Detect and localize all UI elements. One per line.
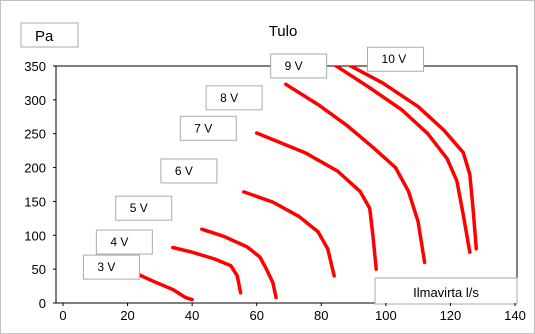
x-tick-label-0: 0 <box>59 308 66 323</box>
curve-6v <box>242 190 336 278</box>
series-label-0: 3 V <box>97 260 115 274</box>
series-labels-group: 3 V 4 V 5 V 6 V 7 V 8 V 9 V 10 V <box>82 46 425 280</box>
curve-8v <box>284 82 427 265</box>
x-tick-label-1: 20 <box>120 308 134 323</box>
series-label-box-5 <box>205 85 263 111</box>
y-tick-label-5: 250 <box>24 127 46 142</box>
ylabel-box <box>20 22 79 48</box>
curve-5v <box>200 227 278 300</box>
series-label-box-2 <box>115 195 173 221</box>
series-label-1: 4 V <box>110 235 128 249</box>
y-tick-label-1: 50 <box>32 262 46 277</box>
y-tick-label-7: 350 <box>24 59 46 74</box>
series-label-5: 8 V <box>220 91 238 105</box>
y-tick-label-0: 0 <box>39 296 46 311</box>
y-tick-label-4: 200 <box>24 161 46 176</box>
curve-4v <box>171 245 243 295</box>
series-label-box-0 <box>82 254 140 280</box>
x-tick-label-2: 40 <box>185 308 199 323</box>
x-ticks-group: 0 20 40 60 80 100 120 140 <box>59 303 526 323</box>
y-tick-label-2: 100 <box>24 228 46 243</box>
series-label-box-6 <box>270 53 328 79</box>
chart-title: Tulo <box>269 23 298 40</box>
y-ticks-group: 0 50 100 150 200 250 300 350 <box>24 59 56 311</box>
y-axis-label: Pa <box>35 28 54 45</box>
series-label-box-4 <box>179 115 237 141</box>
curve-9v <box>333 66 472 254</box>
curve-10v <box>347 66 479 251</box>
series-label-6: 9 V <box>285 59 303 73</box>
series-label-box-3 <box>160 158 218 184</box>
curves-group <box>132 66 479 302</box>
x-tick-label-4: 80 <box>314 308 328 323</box>
x-axis-label: Ilmavirta l/s <box>413 285 479 300</box>
curve-3v <box>132 270 194 302</box>
x-tick-label-5: 100 <box>375 308 397 323</box>
y-tick-label-3: 150 <box>24 194 46 209</box>
series-label-7: 10 V <box>382 52 407 66</box>
curve-7v <box>254 131 378 271</box>
x-tick-label-3: 60 <box>249 308 263 323</box>
series-label-4: 7 V <box>194 121 212 135</box>
xlabel-box <box>374 277 518 305</box>
x-tick-label-6: 120 <box>440 308 462 323</box>
x-tick-label-7: 140 <box>504 308 526 323</box>
series-label-3: 6 V <box>175 164 193 178</box>
series-label-2: 5 V <box>130 201 148 215</box>
series-label-box-7 <box>367 46 425 72</box>
series-label-box-1 <box>95 229 153 255</box>
y-tick-label-6: 300 <box>24 93 46 108</box>
